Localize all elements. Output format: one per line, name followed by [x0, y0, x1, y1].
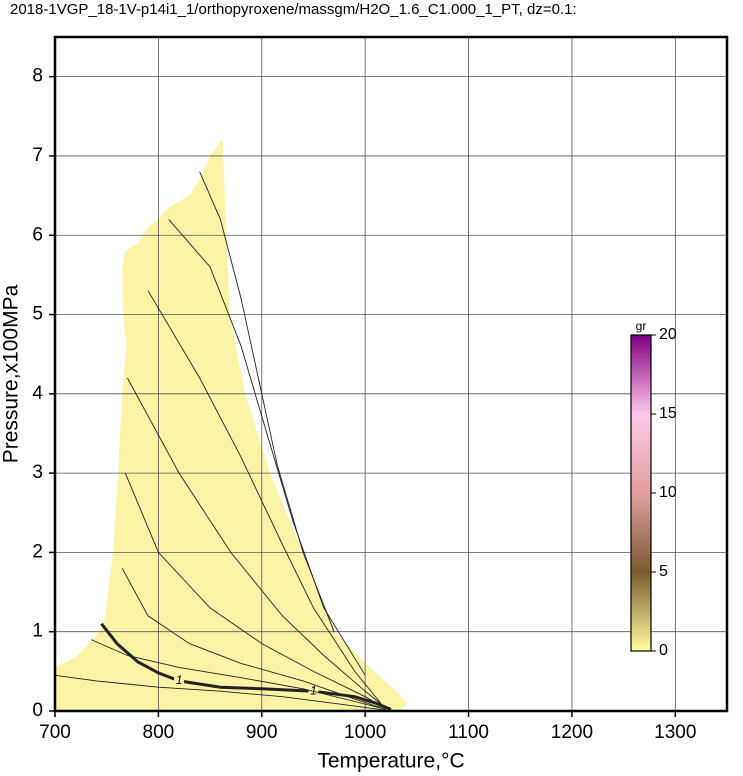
contour-label-bg	[174, 672, 185, 689]
y-tick-label: 6	[32, 224, 43, 245]
y-axis-title: Pressure,x100MPa	[0, 284, 23, 463]
x-tick-label: 700	[39, 722, 71, 743]
colorbar-tick-label: 15	[659, 405, 677, 422]
colorbar-tick-label: 10	[659, 484, 677, 501]
colorbar-tick-label: 5	[659, 563, 668, 580]
contour-line	[199, 171, 335, 632]
y-tick-label: 5	[32, 304, 43, 325]
x-axis-title: Temperature,°C	[317, 750, 464, 773]
plot-frame	[53, 35, 729, 713]
colorbar	[630, 334, 652, 652]
x-tick-label: 800	[143, 722, 175, 743]
contour-line	[147, 290, 382, 704]
contour-line	[127, 377, 387, 709]
contour-line	[91, 639, 386, 710]
colorbar-tick-label: 0	[659, 642, 668, 659]
x-tick-label: 1300	[654, 722, 696, 743]
contour-label: 1	[310, 683, 317, 697]
colorbar-label: gr	[636, 319, 647, 333]
y-tick-label: 3	[32, 462, 43, 483]
contour-line	[121, 568, 386, 710]
contour-line	[168, 219, 366, 676]
chart-title: 2018-1VGP_18-1V-p14i1_1/orthopyroxene/ma…	[10, 1, 577, 18]
contour-line	[100, 622, 392, 711]
contour-label: 1	[176, 673, 183, 687]
x-tick-label: 1000	[344, 722, 386, 743]
y-tick-label: 2	[32, 541, 43, 562]
stable-region	[55, 138, 407, 711]
y-tick-label: 1	[32, 621, 43, 642]
x-tick-label: 1200	[551, 722, 593, 743]
y-tick-label: 8	[32, 66, 43, 87]
colorbar-tick-label: 20	[659, 326, 677, 343]
y-tick-label: 4	[32, 383, 43, 404]
contour-line	[124, 472, 387, 709]
x-tick-label: 900	[246, 722, 278, 743]
x-tick-label: 1100	[448, 722, 489, 743]
contour-line	[54, 674, 386, 711]
y-tick-label: 7	[32, 145, 43, 166]
y-tick-label: 0	[32, 700, 43, 721]
